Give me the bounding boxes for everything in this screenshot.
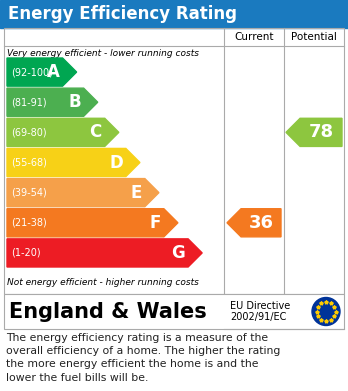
- Text: EU Directive
2002/91/EC: EU Directive 2002/91/EC: [230, 301, 290, 322]
- Polygon shape: [7, 88, 98, 116]
- Text: Very energy efficient - lower running costs: Very energy efficient - lower running co…: [7, 49, 199, 58]
- Text: (92-100): (92-100): [11, 67, 53, 77]
- Text: B: B: [68, 93, 81, 111]
- Text: 78: 78: [308, 123, 334, 142]
- Polygon shape: [7, 239, 202, 267]
- Polygon shape: [7, 179, 159, 207]
- Text: (21-38): (21-38): [11, 218, 47, 228]
- Text: E: E: [130, 184, 142, 202]
- Polygon shape: [7, 149, 140, 177]
- Text: (69-80): (69-80): [11, 127, 47, 137]
- Bar: [0, 0, 348, 28]
- Polygon shape: [7, 209, 178, 237]
- Text: Energy Efficiency Rating: Energy Efficiency Rating: [8, 5, 237, 23]
- Text: D: D: [109, 154, 123, 172]
- Polygon shape: [227, 209, 281, 237]
- Text: (81-91): (81-91): [11, 97, 47, 107]
- Text: (55-68): (55-68): [11, 158, 47, 167]
- Circle shape: [312, 298, 340, 325]
- Bar: [4, 294, 344, 329]
- Text: C: C: [89, 123, 102, 142]
- Text: (39-54): (39-54): [11, 188, 47, 197]
- Text: Not energy efficient - higher running costs: Not energy efficient - higher running co…: [7, 278, 199, 287]
- Polygon shape: [7, 58, 77, 86]
- Text: A: A: [47, 63, 60, 81]
- Polygon shape: [7, 118, 119, 146]
- Bar: [4, 28, 344, 294]
- Text: Potential: Potential: [291, 32, 337, 42]
- Text: The energy efficiency rating is a measure of the
overall efficiency of a home. T: The energy efficiency rating is a measur…: [6, 333, 280, 383]
- Text: G: G: [171, 244, 185, 262]
- Text: 36: 36: [248, 214, 274, 232]
- Polygon shape: [286, 118, 342, 146]
- Text: F: F: [149, 214, 161, 232]
- Text: England & Wales: England & Wales: [9, 301, 207, 321]
- Text: Current: Current: [234, 32, 274, 42]
- Text: (1-20): (1-20): [11, 248, 41, 258]
